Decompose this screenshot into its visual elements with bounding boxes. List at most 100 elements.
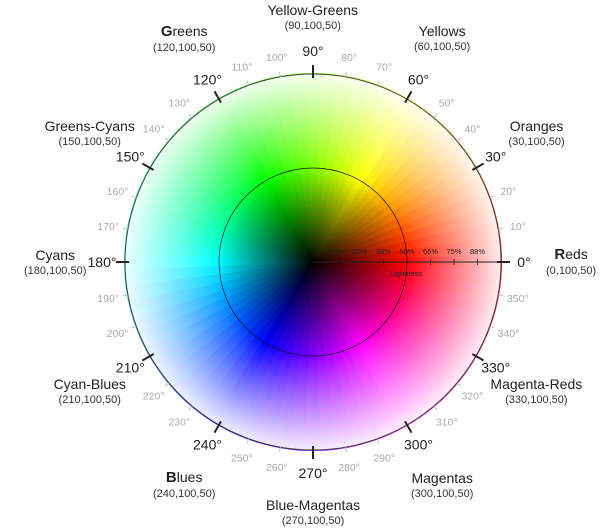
hue-label-values: (120,100,50) (153, 41, 216, 54)
hue-label-name: Magentas (411, 469, 473, 486)
minor-tick-mark (188, 113, 193, 119)
minor-degree-label: 230° (168, 416, 190, 428)
hue-label: Reds (0,100,50) (546, 246, 596, 278)
lightness-scale: 12% 25% 38% 50% 66% 75% 88% (329, 247, 485, 265)
minor-degree-label: 140° (143, 123, 165, 135)
hue-label: Yellows (60,100,50) (414, 23, 470, 54)
minor-tick-mark (278, 447, 281, 453)
major-degree-label: 330° (481, 360, 510, 376)
hue-label-values: (210,100,50) (58, 393, 121, 406)
minor-degree-label: 350° (507, 293, 529, 305)
minor-degree-label: 200° (107, 328, 129, 340)
hue-label-name: Yellows (418, 23, 466, 40)
minor-degree-label: 290° (373, 452, 395, 464)
hue-label-name: Cyans (35, 246, 76, 263)
hue-label-name: Reds (554, 246, 588, 263)
hue-label-name: Blue-Magentas (266, 497, 361, 513)
minor-tick-mark (278, 71, 281, 77)
minor-tick-mark (246, 80, 250, 86)
major-tick-mark (404, 90, 413, 104)
minor-tick-mark (489, 325, 495, 329)
major-degree-label: 210° (116, 360, 145, 376)
major-degree-label: 90° (302, 43, 323, 59)
hue-label-initial: B (165, 469, 177, 487)
major-tick-mark (213, 420, 222, 434)
minor-tick-mark (164, 382, 170, 387)
hue-label: Magentas (300,100,50) (411, 470, 473, 501)
minor-degree-label: 70° (376, 62, 392, 74)
major-degree-label: 120° (193, 71, 222, 87)
hue-label-values: (270,100,50) (281, 515, 345, 527)
hue-label-initial: R (554, 246, 566, 263)
minor-degree-label: 190° (97, 293, 119, 305)
minor-tick-mark (345, 71, 348, 77)
lightness-tick-label: 88% (470, 247, 485, 256)
minor-tick-mark (376, 438, 380, 444)
major-degree-label: 180° (88, 254, 117, 270)
major-tick-mark (404, 420, 413, 434)
minor-tick-mark (456, 137, 462, 142)
hue-label-name: Yellow-Greens (267, 2, 359, 18)
minor-tick-mark (498, 227, 504, 230)
minor-degree-label: 160° (107, 186, 129, 198)
minor-tick-mark (345, 447, 348, 453)
lightness-tick-label: 12% (329, 247, 344, 256)
hue-label-values: (180,100,50) (24, 264, 87, 277)
major-tick-mark (141, 162, 155, 171)
minor-tick-mark (246, 438, 250, 444)
hue-label: Greens-Cyans (150,100,50) (45, 118, 135, 149)
hue-label-name: Cyan-Blues (53, 375, 126, 392)
minor-tick-mark (433, 113, 438, 119)
minor-degree-label: 170° (97, 221, 119, 233)
minor-degree-label: 100° (266, 52, 288, 64)
minor-tick-mark (164, 137, 170, 142)
hue-label: Cyan-Blues (210,100,50) (54, 376, 126, 407)
major-tick-mark (471, 162, 485, 171)
major-degree-label: 270° (299, 465, 328, 481)
hue-label-values: (30,100,50) (508, 135, 565, 148)
minor-degree-label: 110° (231, 62, 252, 74)
hue-label-values: (0,100,50) (546, 265, 597, 277)
hue-label-values: (300,100,50) (411, 487, 474, 500)
hue-label-values: (240,100,50) (153, 488, 216, 501)
minor-degree-label: 310° (436, 416, 458, 428)
hue-label: Cyans (180,100,50) (24, 247, 86, 278)
minor-tick-mark (456, 382, 462, 387)
lightness-axis-label: Lightness (390, 269, 422, 278)
minor-degree-label: 220° (143, 391, 165, 403)
minor-tick-mark (122, 227, 128, 230)
hue-label-values: (330,100,50) (505, 393, 568, 406)
minor-degree-label: 10° (510, 221, 526, 233)
lightness-tick-label: 25% (352, 247, 367, 256)
hue-label-initial: G (160, 22, 173, 40)
major-tick-mark (471, 353, 485, 362)
minor-degree-label: 250° (231, 452, 253, 464)
minor-degree-label: 20° (501, 186, 517, 198)
minor-tick-mark (433, 405, 438, 411)
hue-label: Oranges (30,100,50) (508, 118, 564, 149)
hue-label: Magenta-Reds (330,100,50) (490, 376, 582, 407)
major-tick-mark (141, 353, 155, 362)
minor-degree-label: 40° (464, 123, 480, 135)
minor-tick-mark (489, 195, 495, 199)
minor-degree-label: 50° (439, 98, 455, 110)
minor-degree-label: 320° (461, 391, 483, 403)
hue-label-name: Blues (165, 469, 203, 487)
minor-tick-mark (131, 195, 137, 199)
minor-tick-mark (188, 405, 193, 411)
minor-tick-mark (376, 80, 380, 86)
major-degree-label: 300° (404, 437, 433, 453)
minor-degree-label: 260° (266, 462, 288, 474)
hue-label: Blues (240,100,50) (153, 469, 215, 501)
minor-degree-label: 80° (341, 52, 357, 64)
minor-tick-mark (131, 325, 137, 329)
minor-degree-label: 130° (168, 98, 190, 110)
lightness-tick-label: 75% (446, 247, 461, 256)
minor-tick-mark (498, 294, 504, 297)
major-degree-label: 60° (408, 71, 429, 87)
major-tick-mark (213, 90, 222, 104)
minor-degree-label: 340° (498, 328, 520, 340)
major-degree-label: 0° (517, 254, 530, 270)
hue-label-name: Greens-Cyans (44, 117, 135, 134)
hue-label: Blue-Magentas (270,100,50) (266, 497, 360, 528)
